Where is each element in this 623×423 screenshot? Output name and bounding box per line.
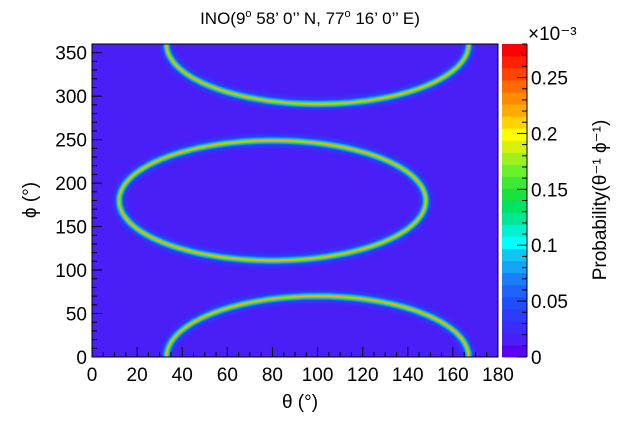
colorbar-swatch — [502, 332, 527, 346]
colorbar-swatch — [502, 260, 527, 274]
x-tick-label: 40 — [172, 365, 193, 386]
colorbar-tick-label: 0.05 — [531, 292, 568, 313]
colorbar-swatch — [502, 116, 527, 129]
colorbar-tick-label: 0.25 — [531, 69, 568, 90]
y-axis-title: ϕ (°) — [20, 182, 41, 218]
colorbar-tick-label: 0.15 — [531, 180, 568, 201]
colorbar-swatch — [502, 296, 527, 310]
y-tick-label: 150 — [55, 218, 87, 239]
colorbar-swatch — [502, 272, 527, 286]
colorbar-swatch — [502, 188, 527, 201]
colorbar-tick-label: 0 — [531, 348, 542, 369]
colorbar-swatch — [502, 104, 527, 117]
colorbar-swatch — [502, 44, 527, 57]
y-tick-label: 350 — [55, 44, 87, 65]
x-tick-label: 60 — [217, 365, 238, 386]
y-tick-label: 250 — [55, 131, 87, 152]
heatmap-ridge-upper-arc — [160, 44, 475, 110]
x-tick-label: 120 — [347, 365, 379, 386]
colorbar: 0 0.05 0.1 0.15 0.2 0.25 — [502, 43, 568, 369]
x-tick-label: 80 — [262, 365, 283, 386]
x-tick-label: 20 — [127, 365, 148, 386]
colorbar-swatch — [502, 128, 527, 141]
x-tick-label: 0 — [87, 365, 98, 386]
colorbar-swatch — [502, 56, 527, 69]
heatmap-ridge-lower-arc — [160, 290, 475, 357]
x-tick-label: 160 — [437, 365, 469, 386]
heatmap-plot-area — [92, 44, 498, 357]
colorbar-swatch — [502, 68, 527, 81]
heatmap-ridge-middle-ellipse — [113, 135, 432, 266]
colorbar-swatch — [502, 152, 527, 165]
colorbar-swatch — [502, 308, 527, 322]
colorbar-swatch — [502, 92, 527, 105]
chart-title: INO(9o 58’ 0’’ N, 77o 16’ 0’’ E) — [200, 8, 420, 28]
colorbar-swatch — [502, 284, 527, 298]
y-tick-label: 300 — [55, 87, 87, 108]
colorbar-tick-label: 0.1 — [531, 236, 557, 257]
y-tick-label: 50 — [66, 305, 87, 326]
colorbar-swatch — [502, 236, 527, 250]
colorbar-tick-label: 0.2 — [531, 124, 557, 145]
heatmap-background — [92, 44, 498, 357]
x-tick-label: 180 — [482, 365, 514, 386]
colorbar-swatch — [502, 224, 527, 238]
y-tick-label: 0 — [76, 348, 87, 369]
heatmap-ridge-upper-arc-stroke — [165, 44, 470, 105]
x-axis-title: θ (°) — [282, 392, 318, 413]
colorbar-swatch — [502, 344, 527, 358]
x-axis: 0 20 40 60 80 100 120 140 160 180 — [87, 347, 514, 386]
colorbar-swatch — [502, 320, 527, 334]
colorbar-swatch — [502, 164, 527, 177]
colorbar-multiplier: ×10⁻³ — [528, 24, 577, 45]
y-tick-label: 100 — [55, 261, 87, 282]
colorbar-swatch — [502, 176, 527, 189]
colorbar-title: Probability(θ⁻¹ ϕ⁻¹) — [590, 120, 611, 281]
colorbar-swatch — [502, 248, 527, 262]
colorbar-swatch — [502, 140, 527, 153]
colorbar-swatch — [502, 80, 527, 93]
heatmap-ridge-lower-arc-stroke — [165, 295, 470, 357]
x-tick-label: 140 — [392, 365, 424, 386]
colorbar-swatch — [502, 200, 527, 213]
heatmap-ridge-middle-ellipse-stroke — [118, 139, 427, 262]
y-tick-label: 200 — [55, 174, 87, 195]
y-axis: 0 50 100 150 200 250 300 350 — [55, 43, 102, 369]
x-tick-label: 100 — [302, 365, 334, 386]
colorbar-swatch — [502, 212, 527, 225]
